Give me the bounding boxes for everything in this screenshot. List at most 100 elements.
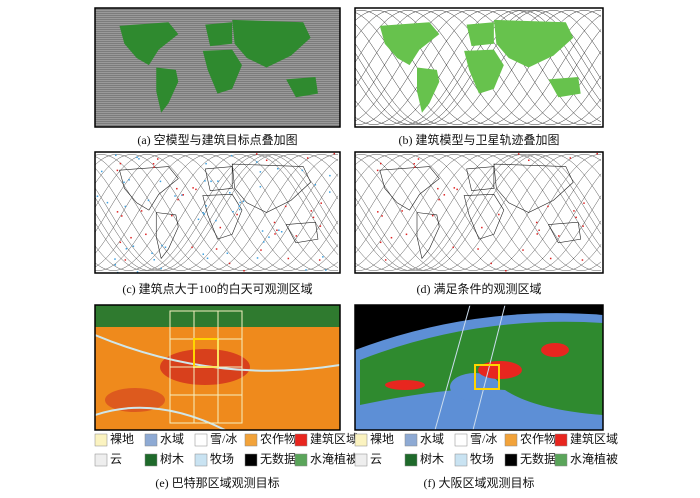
continent [119,166,179,211]
observed-point [151,252,153,254]
orbit [355,154,602,271]
observed-point [481,226,483,229]
observed-point [260,249,262,251]
continent [493,163,574,213]
observed-point [536,233,538,235]
observed-point [217,180,219,182]
legend-label: 雪/冰 [470,432,497,446]
legend-swatch [94,433,108,447]
observed-point [114,264,117,266]
observed-point [490,262,492,265]
legend-swatch [404,453,418,467]
observed-point [174,195,176,197]
observed-point [130,236,132,239]
legend-label: 建筑区域 [570,431,618,446]
observed-point [226,252,229,255]
legend-label: 裸地 [370,431,394,446]
continent [416,212,440,260]
observed-point [119,241,122,244]
observed-point [182,194,184,196]
observed-point [443,194,446,196]
observed-point [517,153,520,155]
observed-point [582,225,584,227]
observed-point [256,161,258,163]
legend-label: 雪/冰 [210,432,237,446]
legend-label: 牧场 [210,452,234,466]
legend-swatch [144,453,158,467]
observed-point [573,210,575,212]
legend-label: 牧场 [470,452,494,466]
observed-point [569,157,572,159]
panel-frame [354,304,604,431]
continent [231,163,311,213]
orbit [355,10,602,125]
observed-point [287,257,290,260]
observed-point [243,269,245,272]
orbit [95,154,339,271]
observed-point [453,187,456,189]
observed-point [238,208,241,211]
observed-point [205,205,207,207]
observed-point [325,269,327,271]
observed-point [538,229,540,232]
observed-point [438,198,440,201]
observed-point [583,202,585,204]
orbit [95,154,339,271]
observed-point [528,159,530,162]
panel-frame [94,304,341,431]
orbit [355,154,602,271]
observed-point [384,259,387,261]
continent [232,19,311,68]
orbit [355,10,602,125]
observed-point [547,205,549,208]
observed-point [202,211,204,214]
legend-label: 农作物 [520,432,556,446]
observed-point [152,163,155,165]
legend-label: 云 [370,452,382,466]
legend-swatch [354,433,368,447]
panel-frame [354,151,604,274]
continent [205,22,233,47]
observed-point [274,233,276,235]
orbit [355,154,602,271]
legend-label: 树木 [420,451,444,466]
legend-swatch [294,453,308,467]
panel [95,305,340,430]
observed-point [119,162,122,165]
observed-point [312,216,315,219]
observed-point [320,202,322,204]
panel-frame [94,7,341,128]
observed-point [259,171,262,173]
observed-point [437,187,439,190]
legend-label: 裸地 [110,431,134,446]
orbit [355,154,602,271]
orbit [95,154,339,271]
observed-point [256,257,259,259]
panel [95,152,340,273]
observed-point [181,194,183,196]
legend-label: 树木 [160,451,184,466]
observed-point [145,233,147,236]
panel-caption: (c) 建筑点大于100的白天可观测区域 [122,281,312,296]
observed-point [206,257,209,260]
observed-point [114,258,116,260]
target-cell [217,394,243,424]
orbit [355,154,602,271]
legend-swatch [144,433,158,447]
orbit [355,154,602,271]
observed-point [314,184,317,186]
urban [385,380,425,390]
observed-point [377,211,379,213]
observed-point [147,199,150,202]
orbit [355,10,602,125]
observed-point [306,157,309,159]
observed-point [177,198,179,201]
legend-swatch [354,453,368,467]
continent [155,212,179,260]
continent [202,194,243,240]
observed-point [280,230,283,233]
orbit [95,154,339,271]
observed-point [295,235,298,237]
observed-point [106,201,109,204]
legend-label: 云 [110,452,122,466]
